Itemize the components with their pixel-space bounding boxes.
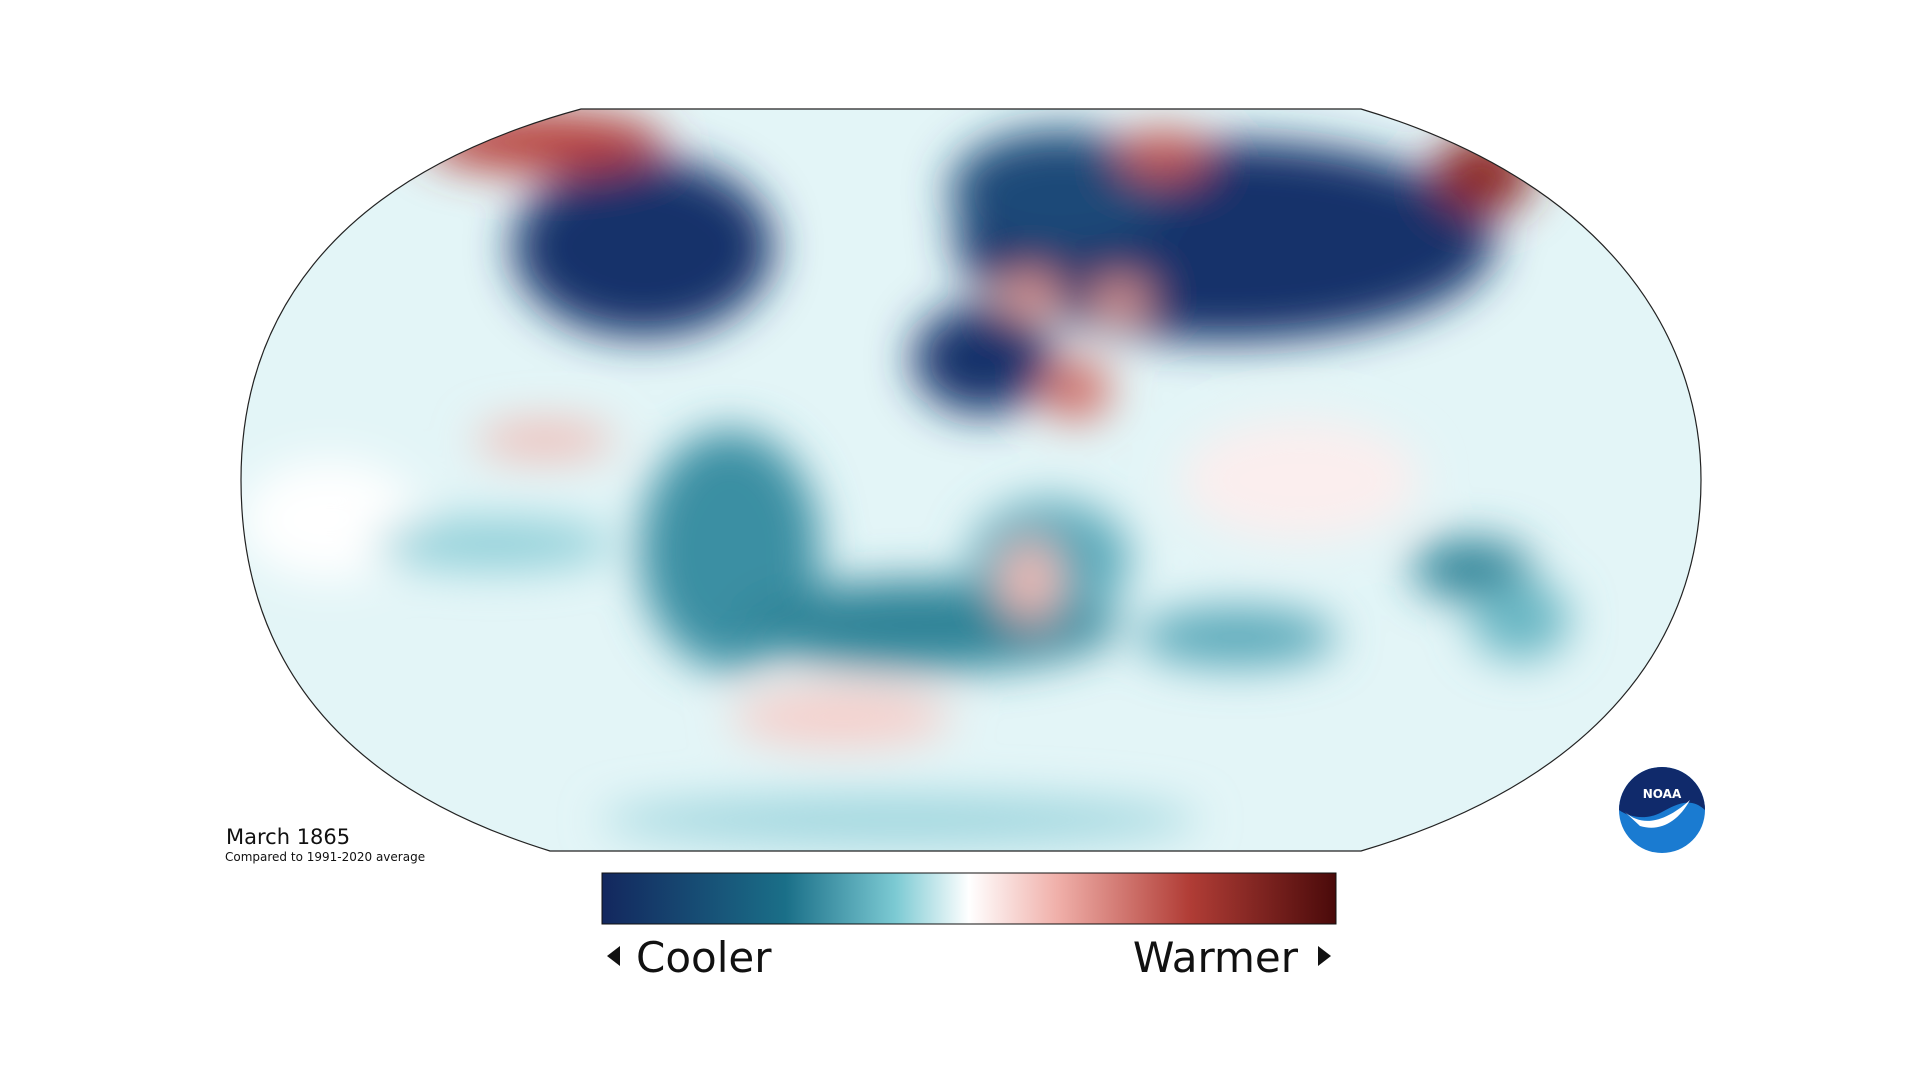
logo-text: NOAA (1643, 787, 1682, 801)
warm-area (1118, 130, 1208, 180)
logo-top (1619, 767, 1705, 818)
cool-area (950, 130, 1170, 250)
warm-area (1041, 360, 1111, 420)
warm-area (731, 687, 951, 747)
cooler-label: Cooler (636, 933, 772, 982)
map-field (241, 109, 1701, 851)
warm-area (424, 112, 664, 172)
cool-area (513, 157, 773, 337)
anomaly-blobs (241, 112, 1570, 845)
warm-area (475, 422, 615, 458)
noaa-logo: NOAA (1619, 767, 1705, 853)
warm-area (1000, 273, 1060, 317)
warmer-arrow (1318, 946, 1331, 966)
cool-area (913, 304, 1053, 414)
warm-area (1434, 133, 1534, 213)
neutral-area (241, 460, 420, 580)
warm-area (1090, 280, 1150, 320)
map-subtitle: Compared to 1991-2020 average (225, 850, 425, 864)
neutral-area (1180, 420, 1420, 540)
map-border (240, 108, 1702, 852)
cool-area (1470, 580, 1570, 660)
cooler-arrow (607, 946, 620, 966)
cool-area (375, 519, 615, 569)
cool-area (600, 795, 1200, 845)
logo-bird (1625, 800, 1690, 828)
warm-area (1000, 540, 1060, 620)
map-title: March 1865 (226, 825, 350, 849)
color-bar (601, 872, 1337, 925)
warmer-label: Warmer (1133, 933, 1299, 982)
cool-area (1137, 607, 1337, 667)
